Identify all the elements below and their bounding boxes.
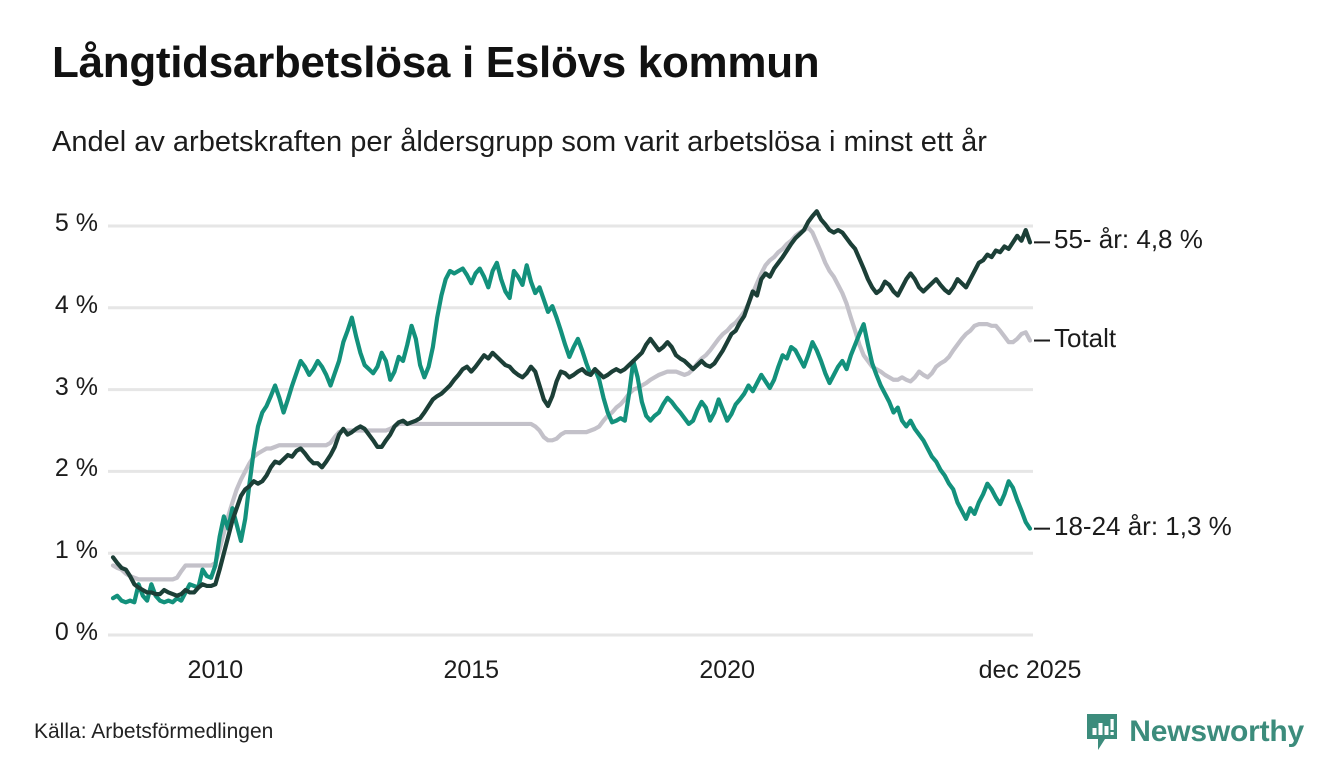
y-axis-tick-label: 3 % [54,372,98,401]
x-axis-tick-label: dec 2025 [978,656,1082,684]
y-axis-tick-label: 4 % [54,290,98,319]
source-note: Källa: Arbetsförmedlingen [34,720,274,743]
y-axis-tick-label: 0 % [54,618,98,646]
x-axis-tick-label: 2015 [443,656,500,684]
series-line [110,225,1033,582]
newsworthy-logo[interactable]: Newsworthy [1085,712,1304,752]
x-axis-tick-label: 2020 [699,656,755,684]
y-axis-tick-label: 1 % [54,536,98,565]
bar-chart-speech-bubble-icon [1087,714,1118,750]
logo-text: Newsworthy [1129,715,1304,748]
series-label-totalt: Totalt [1054,322,1117,353]
page-title: Långtidsarbetslösa i Eslövs kommun [52,38,820,87]
series-line [110,260,1033,605]
series-label-55-år: 55- år: 4,8 % [1054,224,1203,255]
x-axis-tick-label: 2010 [187,656,244,684]
series-line [110,209,1033,598]
series-label-18-24-år: 18-24 år: 1,3 % [1054,510,1232,541]
y-axis-tick-label: 5 % [54,209,98,237]
page-subtitle: Andel av arbetskraften per åldersgrupp s… [52,126,987,158]
y-axis-tick-label: 2 % [54,454,98,483]
